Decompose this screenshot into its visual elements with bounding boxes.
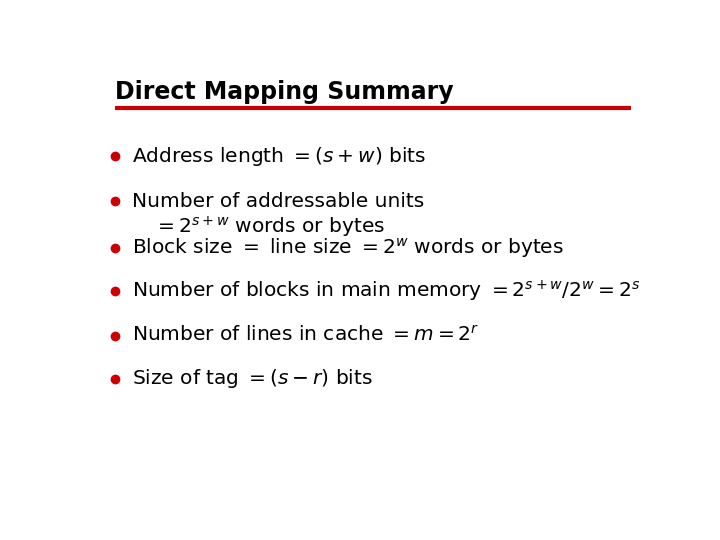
Text: Number of blocks in main memory $= 2^{s+w}/2^{w} = 2^{s}$: Number of blocks in main memory $= 2^{s+… xyxy=(132,279,640,304)
Text: Block size $=$ line size $= 2^{w}$ words or bytes: Block size $=$ line size $= 2^{w}$ words… xyxy=(132,236,564,260)
Text: Number of addressable units: Number of addressable units xyxy=(132,192,424,211)
Text: Number of lines in cache $= m = 2^{r}$: Number of lines in cache $= m = 2^{r}$ xyxy=(132,326,480,346)
Text: Address length $= (s + w)$ bits: Address length $= (s + w)$ bits xyxy=(132,145,426,168)
Text: Direct Mapping Summary: Direct Mapping Summary xyxy=(115,80,454,104)
Text: Size of tag $= (s - r)$ bits: Size of tag $= (s - r)$ bits xyxy=(132,367,373,390)
Text: $= 2^{s+w}$ words or bytes: $= 2^{s+w}$ words or bytes xyxy=(154,215,385,240)
